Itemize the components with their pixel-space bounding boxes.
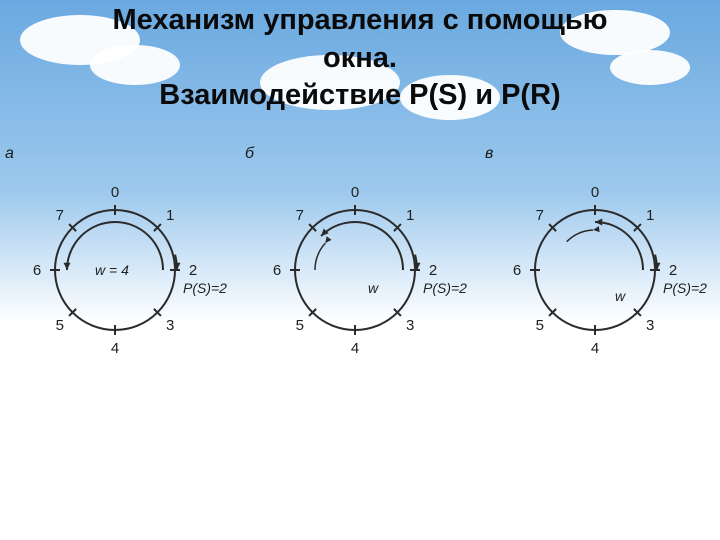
svg-text:0: 0: [351, 184, 359, 201]
svg-text:2: 2: [669, 262, 677, 279]
svg-text:7: 7: [536, 207, 544, 224]
svg-text:0: 0: [591, 184, 599, 201]
svg-text:6: 6: [513, 262, 521, 279]
page-title: Механизм управления с помощью окна. Взаи…: [0, 2, 720, 115]
svg-text:5: 5: [56, 317, 64, 334]
panel-a: а 01234567 P(S)=2 w = 4: [0, 140, 240, 400]
title-line-1: Механизм управления с помощью: [112, 4, 607, 36]
svg-text:1: 1: [406, 207, 414, 224]
svg-text:6: 6: [33, 262, 41, 279]
svg-text:2: 2: [189, 262, 197, 279]
center-label-b: w: [368, 280, 378, 296]
svg-text:5: 5: [536, 317, 544, 334]
diagrams-container: а 01234567 P(S)=2 w = 4 б 01234567 P(S)=…: [0, 140, 720, 400]
side-label-b: P(S)=2: [423, 280, 467, 296]
circle-diagram-b: 0 1 2 3 4 5 6 7: [240, 140, 480, 400]
svg-text:4: 4: [591, 340, 599, 357]
svg-text:3: 3: [646, 317, 654, 334]
title-line-2: окна.: [323, 42, 397, 74]
circle-diagram-v: 0 1 2 3 4 5 6 7: [480, 140, 720, 400]
svg-text:1: 1: [646, 207, 654, 224]
svg-text:4: 4: [111, 340, 119, 357]
panel-v: в 01234567 P(S)=2 w: [480, 140, 720, 400]
center-label-a: w = 4: [95, 262, 129, 278]
side-label-v: P(S)=2: [663, 280, 707, 296]
svg-text:5: 5: [296, 317, 304, 334]
svg-text:7: 7: [56, 207, 64, 224]
center-label-v: w: [615, 288, 625, 304]
panel-b: б 01234567 P(S)=2 w: [240, 140, 480, 400]
svg-text:0: 0: [111, 184, 119, 201]
svg-text:3: 3: [406, 317, 414, 334]
title-line-3: Взаимодействие P(S) и P(R): [159, 79, 560, 111]
svg-text:6: 6: [273, 262, 281, 279]
svg-text:4: 4: [351, 340, 359, 357]
side-label-a: P(S)=2: [183, 280, 227, 296]
svg-text:1: 1: [166, 207, 174, 224]
svg-text:2: 2: [429, 262, 437, 279]
svg-text:3: 3: [166, 317, 174, 334]
svg-text:7: 7: [296, 207, 304, 224]
